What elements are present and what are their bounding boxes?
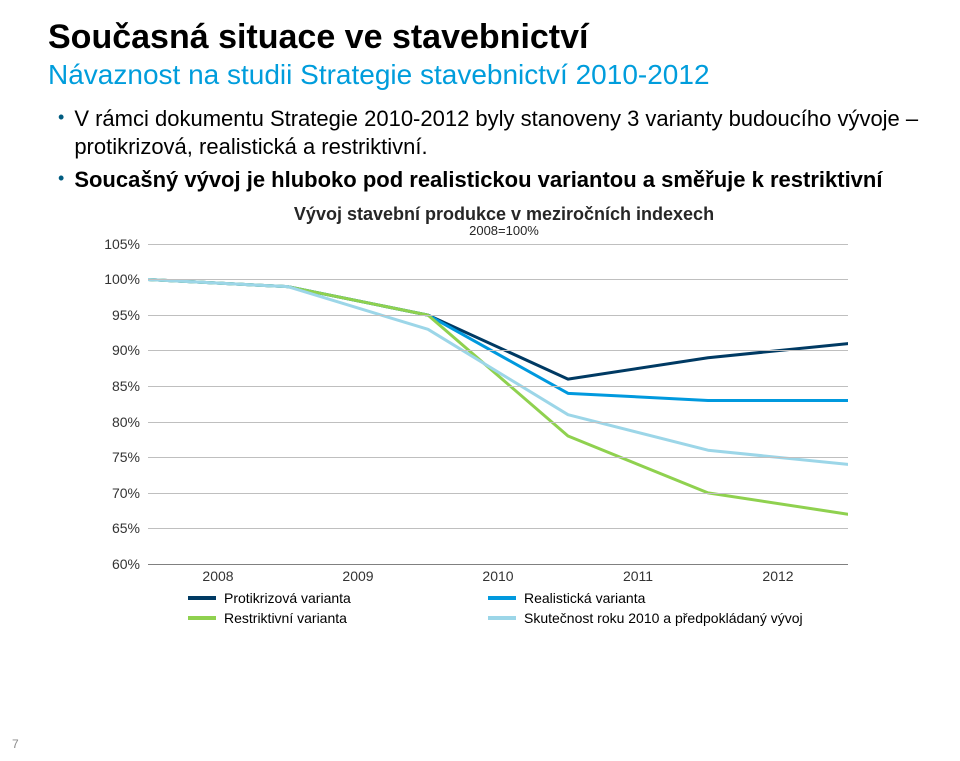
bullet-item: • V rámci dokumentu Strategie 2010-2012 … — [58, 105, 920, 160]
legend-swatch — [188, 596, 216, 600]
chart-series-line — [148, 279, 848, 379]
chart-gridline — [148, 315, 848, 316]
chart-ytick-label: 60% — [84, 556, 140, 572]
chart-gridline — [148, 528, 848, 529]
legend-label: Skutečnost roku 2010 a předpokládaný výv… — [524, 610, 803, 626]
chart-xtick-label: 2010 — [482, 568, 513, 584]
chart-gridline — [148, 564, 848, 565]
bullet-dot-icon: • — [58, 166, 64, 191]
chart-container: Vývoj stavební produkce v meziročních in… — [88, 204, 920, 626]
chart-gridline — [148, 493, 848, 494]
chart-ytick-label: 95% — [84, 307, 140, 323]
bullet-list: • V rámci dokumentu Strategie 2010-2012 … — [48, 105, 920, 194]
chart-gridline — [148, 279, 848, 280]
chart-ytick-label: 90% — [84, 342, 140, 358]
legend-label: Restriktivní varianta — [224, 610, 347, 626]
legend-label: Protikrizová varianta — [224, 590, 351, 606]
chart-gridline — [148, 422, 848, 423]
chart-ytick-label: 70% — [84, 485, 140, 501]
legend-item: Realistická varianta — [488, 590, 868, 606]
legend-swatch — [488, 596, 516, 600]
bullet-text: V rámci dokumentu Strategie 2010-2012 by… — [74, 105, 920, 160]
chart-xtick-label: 2012 — [762, 568, 793, 584]
chart-xtick-label: 2009 — [342, 568, 373, 584]
chart-series-line — [148, 279, 848, 464]
chart-ytick-label: 75% — [84, 449, 140, 465]
chart-ytick-label: 80% — [84, 414, 140, 430]
chart-title: Vývoj stavební produkce v meziročních in… — [88, 204, 920, 225]
chart-legend: Protikrizová varianta Realistická variant… — [188, 590, 920, 626]
legend-label: Realistická varianta — [524, 590, 645, 606]
chart-gridline — [148, 457, 848, 458]
chart-ytick-label: 100% — [84, 271, 140, 287]
chart-ytick-label: 105% — [84, 236, 140, 252]
page-number: 7 — [12, 737, 19, 751]
chart-ytick-label: 85% — [84, 378, 140, 394]
chart-gridline — [148, 350, 848, 351]
legend-item: Restriktivní varianta — [188, 610, 488, 626]
legend-swatch — [188, 616, 216, 620]
chart-subtitle: 2008=100% — [88, 223, 920, 238]
chart-plot-area: 60%65%70%75%80%85%90%95%100%105%20082009… — [88, 244, 868, 584]
chart-ytick-label: 65% — [84, 520, 140, 536]
chart-gridline — [148, 244, 848, 245]
bullet-item: • Soucašný vývoj je hluboko pod realisti… — [58, 166, 920, 194]
legend-swatch — [488, 616, 516, 620]
chart-gridline — [148, 386, 848, 387]
chart-svg — [148, 244, 848, 564]
legend-item: Skutečnost roku 2010 a předpokládaný výv… — [488, 610, 868, 626]
legend-item: Protikrizová varianta — [188, 590, 488, 606]
chart-series-line — [148, 279, 848, 400]
bullet-dot-icon: • — [58, 105, 64, 130]
chart-xtick-label: 2008 — [202, 568, 233, 584]
bullet-text: Soucašný vývoj je hluboko pod realistick… — [74, 166, 920, 194]
chart-xtick-label: 2011 — [623, 568, 653, 584]
page-title: Současná situace ve stavebnictví — [48, 18, 920, 57]
page-subtitle: Návaznost na studii Strategie stavebnict… — [48, 59, 920, 91]
